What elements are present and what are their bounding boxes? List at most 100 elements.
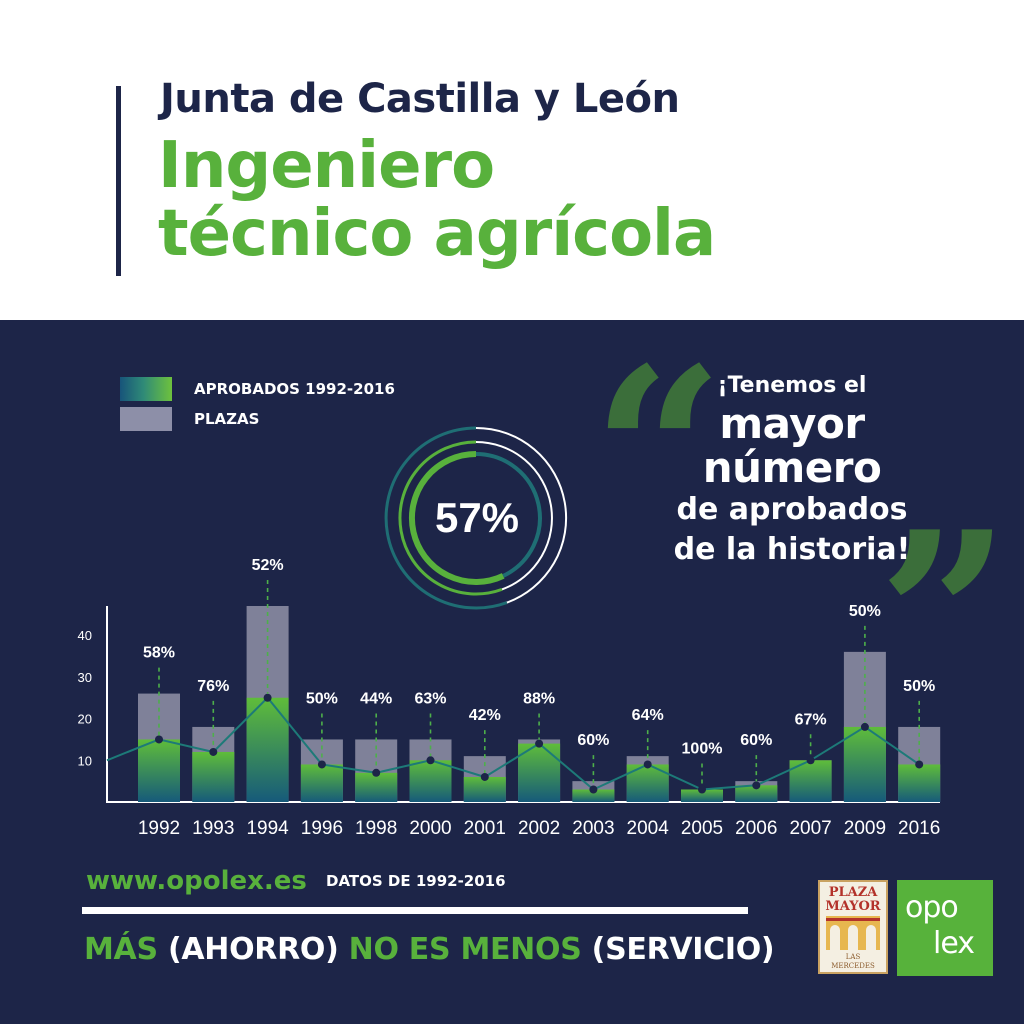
slogan-part-1: MÁS [84,932,168,967]
percent-label: 52% [252,557,284,574]
x-tick-label: 2001 [464,818,506,839]
arches-icon [826,916,880,950]
legend-label-plazas: PLAZAS [194,410,260,428]
promo-line1: ¡Tenemos el [717,373,867,398]
x-tick-label: 2003 [572,818,614,839]
y-tick-label: 40 [78,628,92,643]
x-tick-label: 2005 [681,818,723,839]
legend-swatch-approved [120,377,172,401]
x-tick-label: 1996 [301,818,343,839]
trend-point [589,785,598,794]
bar-approved [843,726,886,802]
trend-point [806,756,815,765]
x-tick-label: 1992 [138,818,180,839]
slogan: MÁS (AHORRO) NO ES MENOS (SERVICIO) [84,932,775,967]
data-note: DATOS DE 1992-2016 [326,872,506,890]
slogan-part-2: (AHORRO) [167,932,349,967]
percent-label: 60% [740,732,772,749]
ring-track-arc [475,452,542,578]
percent-label: 67% [795,711,827,728]
x-tick-label: 2016 [898,818,940,839]
x-tick-label: 1994 [246,818,289,839]
trend-point [372,768,381,777]
header-title-line1: Ingeniero [158,129,495,203]
percent-label: 50% [903,678,935,695]
x-tick-label: 1993 [192,818,234,839]
bar-approved [300,764,343,802]
promo-line5: de la historia! [673,532,911,567]
ring-percentage-label: 57% [435,494,519,541]
percentage-ring: 57% [384,426,568,610]
x-tick-label: 2009 [844,818,886,839]
opolex-logo-line2: lex [933,926,975,961]
ring-outer-arc-white [475,427,568,604]
legend-item-approved: APROBADOS 1992-2016 [120,374,395,404]
bar-approved [192,751,235,802]
bar-approved [572,789,615,802]
percent-label: 42% [469,707,501,724]
chart-labels: 58% 1992 76% 1993 52% 1994 50% 1996 44% 1998 63% 20… [138,557,940,839]
percent-label: 63% [414,690,446,707]
x-tick-label: 2006 [735,818,777,839]
percent-label: 100% [682,740,723,757]
trend-point [209,747,218,756]
x-tick-label: 2002 [518,818,560,839]
chart-line [106,693,924,794]
opolex-logo-line1: opo [905,890,959,925]
percent-label: 60% [577,732,609,749]
bar-approved [409,760,452,802]
trend-point [263,693,272,702]
percent-label: 50% [306,690,338,707]
trend-point [480,772,489,781]
trend-point [752,781,761,790]
trend-point [643,760,652,769]
trend-point [317,760,326,769]
percent-label: 58% [143,645,175,662]
bar-approved [735,785,778,802]
trend-point [860,722,869,731]
x-tick-label: 2007 [789,818,831,839]
legend-label-approved: APROBADOS 1992-2016 [194,380,395,398]
bar-approved [355,772,398,802]
ring-middle-arc-green [398,440,503,596]
percent-label: 76% [197,678,229,695]
footer-divider [82,907,748,914]
percent-label: 50% [849,603,881,620]
trend-point [915,760,924,769]
plaza-logo-line2: MAYOR [825,899,881,914]
approved-trend-line [106,696,920,791]
header-title: Ingeniero técnico agrícola [158,129,716,271]
header: Junta de Castilla y León Ingeniero técni… [0,0,1024,320]
percent-label: 44% [360,690,392,707]
promo-line2: mayor [719,399,865,448]
opolex-logo: opo lex [897,880,993,976]
header-accent-rule [116,86,121,276]
y-tick-label: 20 [78,712,92,727]
website-link[interactable]: www.opolex.es [86,866,307,896]
chart-legend: APROBADOS 1992-2016 PLAZAS [120,374,395,434]
trend-point [698,785,706,794]
x-tick-label: 1998 [355,818,397,839]
ring-progress-arc [408,451,505,585]
slogan-part-3: NO ES MENOS [348,932,592,967]
legend-item-plazas: PLAZAS [120,404,395,434]
percent-label: 64% [632,707,664,724]
percent-label: 88% [523,690,555,707]
header-title-line2: técnico agrícola [158,197,716,271]
slogan-part-4: (SERVICIO) [591,932,775,967]
open-quote-mark: “ [592,318,725,588]
promo-line4: de aprobados [676,492,908,527]
bar-approved [898,764,941,802]
trend-point [155,735,163,744]
y-tick-label: 10 [78,753,92,768]
trend-point [535,739,544,748]
ring-outer-arc-teal [384,426,508,610]
header-subtitle: Junta de Castilla y León [160,76,680,122]
promo-quote: ¡Tenemos el mayor número de aprobados de… [612,370,972,570]
bar-approved [681,789,723,802]
y-tick-label: 30 [78,670,92,685]
bar-approved [138,739,180,802]
ring-middle-arc-white [475,441,553,591]
trend-point [426,756,435,765]
